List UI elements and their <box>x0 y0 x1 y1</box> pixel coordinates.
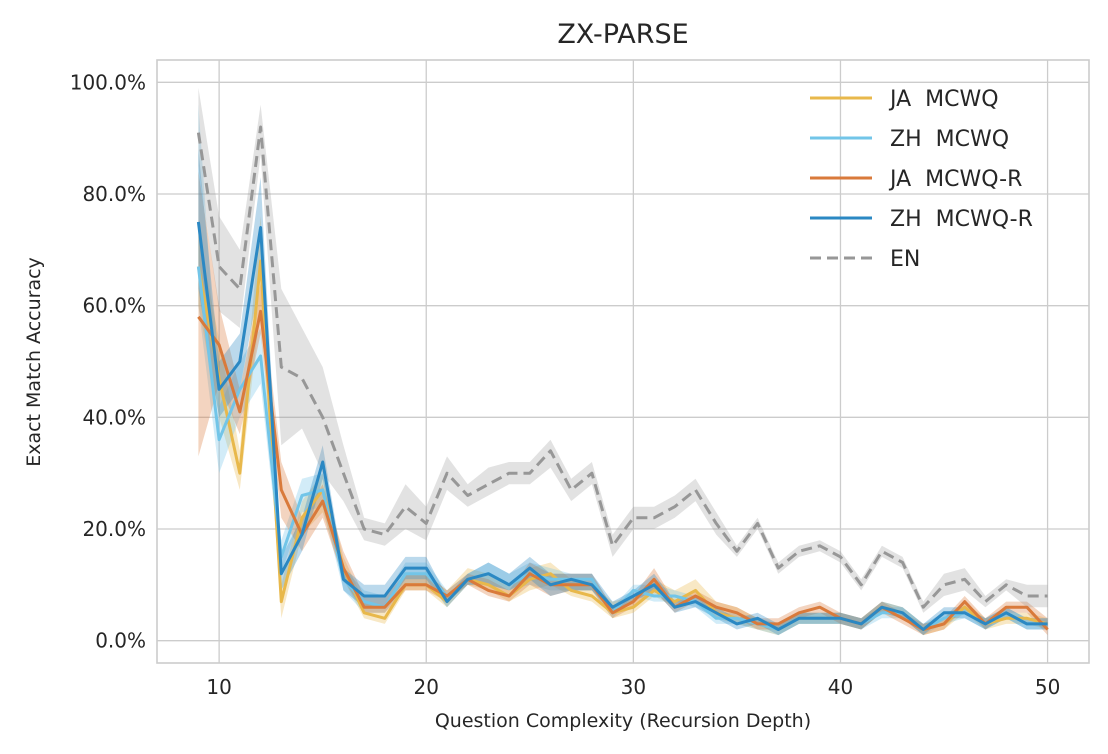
line-zh-mcwq-r <box>196 221 1048 631</box>
legend-label-zh-mcwq-r: ZH MCWQ-R <box>890 207 1033 232</box>
y-tick-label: 0.0% <box>95 629 146 653</box>
x-tick-label: 50 <box>1035 675 1060 699</box>
legend-label-zh-mcwq: ZH MCWQ <box>890 127 1009 152</box>
plot-frame <box>156 59 1090 664</box>
y-tick-label: 100.0% <box>70 70 146 94</box>
x-tick-label: 20 <box>414 675 439 699</box>
legend-label-en: EN <box>890 247 920 272</box>
y-axis-label: Exact Match Accuracy <box>23 257 45 467</box>
y-ticks: 0.0% 20.0% 40.0% 60.0% 80.0% 100.0% <box>70 70 146 652</box>
x-axis-label: Question Complexity (Recursion Depth) <box>435 710 811 732</box>
grid <box>157 60 1089 663</box>
y-tick-label: 80.0% <box>82 182 146 206</box>
legend-label-ja-mcwq-r: JA MCWQ-R <box>888 167 1022 192</box>
y-tick-label: 60.0% <box>82 294 146 318</box>
y-tick-label: 20.0% <box>82 517 146 541</box>
legend: JA MCWQ ZH MCWQ JA MCWQ-R ZH MCWQ-R EN <box>810 87 1033 272</box>
line-en <box>196 125 1048 609</box>
legend-label-ja-mcwq: JA MCWQ <box>888 87 999 112</box>
x-tick-label: 10 <box>206 675 231 699</box>
x-ticks: 10 20 30 40 50 <box>206 675 1060 699</box>
x-tick-label: 30 <box>621 675 646 699</box>
x-tick-label: 40 <box>828 675 853 699</box>
band-zh-mcwq-r <box>198 149 1048 636</box>
series-lines <box>196 125 1049 631</box>
chart-title: ZX-PARSE <box>557 19 688 50</box>
y-tick-label: 40.0% <box>82 405 146 429</box>
